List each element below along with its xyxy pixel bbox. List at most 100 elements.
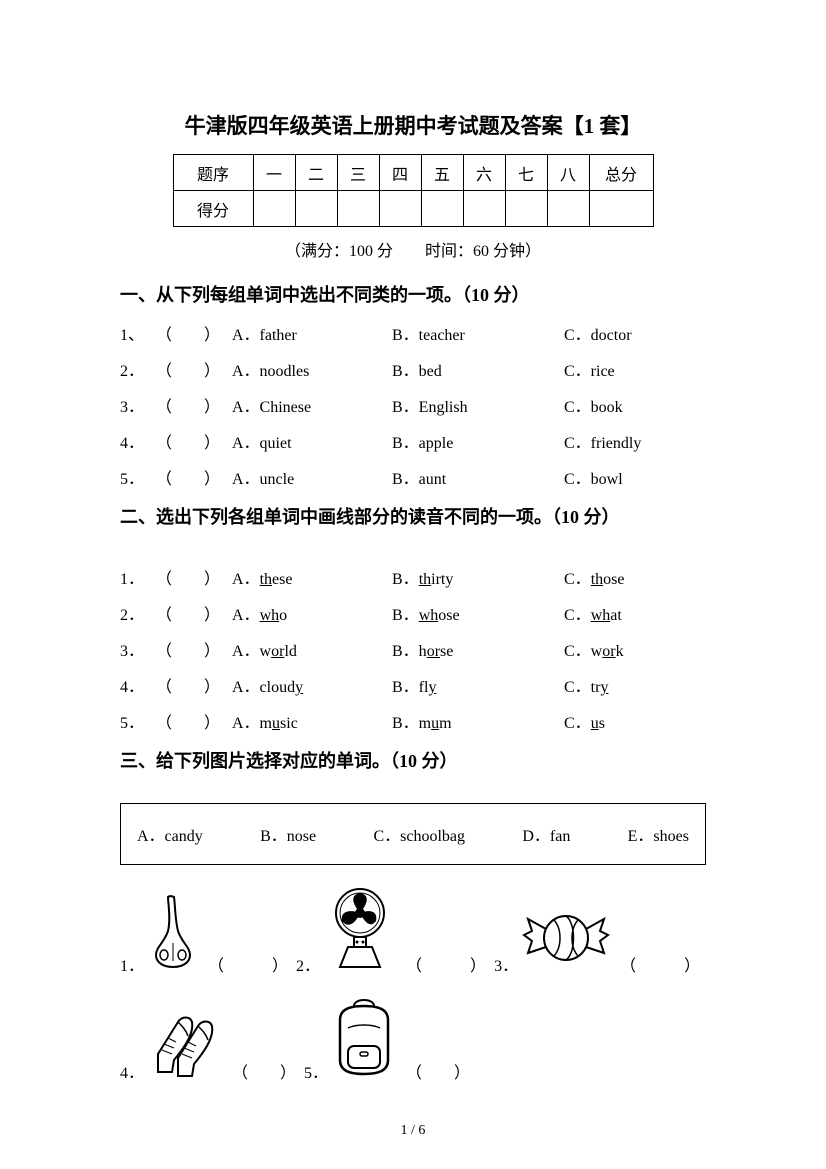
q-number: 3． bbox=[120, 637, 156, 661]
option-b: B．apple bbox=[392, 429, 564, 453]
answer-blank: （ ） bbox=[156, 429, 232, 453]
q-number: 2． bbox=[120, 357, 156, 381]
page-title: 牛津版四年级英语上册期中考试题及答案【1 套】 bbox=[120, 110, 706, 140]
table-cell: 得分 bbox=[173, 191, 253, 227]
option-a: A．father bbox=[232, 321, 392, 345]
table-cell bbox=[337, 191, 379, 227]
table-cell: 四 bbox=[379, 155, 421, 191]
option-c: C．rice bbox=[564, 357, 704, 381]
option-c: C．try bbox=[564, 673, 704, 697]
word-options-box: A．candy B．nose C．schoolbag D．fan E．shoes bbox=[120, 803, 706, 865]
option-c: C．friendly bbox=[564, 429, 704, 453]
option-a: A．noodles bbox=[232, 357, 392, 381]
answer-blank: （ ） bbox=[620, 952, 700, 976]
table-cell bbox=[547, 191, 589, 227]
option-a: A．cloudy bbox=[232, 673, 392, 697]
item-number: 3． bbox=[494, 952, 518, 976]
question-row: 2．（ ）A．noodlesB．bedC．rice bbox=[120, 357, 706, 381]
option-a: A．who bbox=[232, 601, 392, 625]
picture-row-1: 1． （ ） 2． bbox=[120, 885, 706, 976]
option-a: A．quiet bbox=[232, 429, 392, 453]
option-b: B．thirty bbox=[392, 565, 564, 589]
picture-item: 5． （ ） bbox=[304, 992, 478, 1083]
answer-blank: （ ） bbox=[208, 952, 288, 976]
picture-item: 2． （ ） bbox=[296, 885, 494, 976]
answer-blank: （ ） bbox=[156, 357, 232, 381]
fan-icon bbox=[320, 885, 400, 976]
option-e: E．shoes bbox=[628, 822, 689, 846]
option-c: C．book bbox=[564, 393, 704, 417]
option-b: B．horse bbox=[392, 637, 564, 661]
question-row: 1．（ ）A．theseB．thirtyC．those bbox=[120, 565, 706, 589]
q-number: 2． bbox=[120, 601, 156, 625]
section-3-heading: 三、给下列图片选择对应的单词。（10 分） bbox=[120, 747, 706, 773]
answer-blank: （ ） bbox=[232, 1059, 296, 1083]
section-1-heading: 一、从下列每组单词中选出不同类的一项。（10 分） bbox=[120, 281, 706, 307]
question-row: 3．（ ）A．ChineseB．EnglishC．book bbox=[120, 393, 706, 417]
nose-icon bbox=[144, 891, 202, 976]
table-cell: 三 bbox=[337, 155, 379, 191]
option-c: C．schoolbag bbox=[373, 822, 465, 846]
option-a: A．uncle bbox=[232, 465, 392, 489]
option-a: A．music bbox=[232, 709, 392, 733]
q-number: 1． bbox=[120, 565, 156, 589]
option-c: C．those bbox=[564, 565, 704, 589]
table-cell: 二 bbox=[295, 155, 337, 191]
picture-item: 3． （ ） bbox=[494, 905, 708, 976]
option-b: B．teacher bbox=[392, 321, 564, 345]
table-cell: 六 bbox=[463, 155, 505, 191]
table-cell: 八 bbox=[547, 155, 589, 191]
picture-item: 4． （ ） bbox=[120, 1006, 304, 1083]
table-row: 题序 一 二 三 四 五 六 七 八 总分 bbox=[173, 155, 653, 191]
q-number: 1、 bbox=[120, 321, 156, 345]
answer-blank: （ ） bbox=[156, 321, 232, 345]
exam-info: （满分：100 分 时间：60 分钟） bbox=[120, 237, 706, 261]
table-cell bbox=[379, 191, 421, 227]
schoolbag-icon bbox=[328, 992, 400, 1083]
question-row: 4．（ ）A．cloudyB．flyC．try bbox=[120, 673, 706, 697]
candy-icon bbox=[518, 905, 614, 976]
table-cell: 五 bbox=[421, 155, 463, 191]
option-a: A．these bbox=[232, 565, 392, 589]
table-row: 得分 bbox=[173, 191, 653, 227]
shoes-icon bbox=[144, 1006, 226, 1083]
option-c: C．bowl bbox=[564, 465, 704, 489]
table-cell bbox=[253, 191, 295, 227]
q-number: 4． bbox=[120, 673, 156, 697]
option-b: B．aunt bbox=[392, 465, 564, 489]
question-row: 5．（ ）A．musicB．mumC．us bbox=[120, 709, 706, 733]
option-b: B．mum bbox=[392, 709, 564, 733]
answer-blank: （ ） bbox=[406, 1059, 470, 1083]
answer-blank: （ ） bbox=[156, 637, 232, 661]
item-number: 5． bbox=[304, 1059, 328, 1083]
table-cell bbox=[463, 191, 505, 227]
option-b: B．bed bbox=[392, 357, 564, 381]
picture-row-2: 4． （ ） 5． （ ） bbox=[120, 992, 706, 1083]
answer-blank: （ ） bbox=[156, 565, 232, 589]
answer-blank: （ ） bbox=[156, 393, 232, 417]
option-b: B．nose bbox=[260, 822, 316, 846]
q-number: 5． bbox=[120, 465, 156, 489]
q-number: 4． bbox=[120, 429, 156, 453]
answer-blank: （ ） bbox=[156, 709, 232, 733]
option-b: B．fly bbox=[392, 673, 564, 697]
question-row: 3．（ ）A．worldB．horseC．work bbox=[120, 637, 706, 661]
option-a: A．Chinese bbox=[232, 393, 392, 417]
table-cell: 一 bbox=[253, 155, 295, 191]
option-b: B．English bbox=[392, 393, 564, 417]
answer-blank: （ ） bbox=[156, 673, 232, 697]
score-table: 题序 一 二 三 四 五 六 七 八 总分 得分 bbox=[173, 154, 654, 227]
option-c: C．doctor bbox=[564, 321, 704, 345]
picture-item: 1． （ ） bbox=[120, 891, 296, 976]
question-row: 5．（ ）A．uncleB．auntC．bowl bbox=[120, 465, 706, 489]
item-number: 1． bbox=[120, 952, 144, 976]
answer-blank: （ ） bbox=[156, 465, 232, 489]
table-cell bbox=[421, 191, 463, 227]
option-a: A．candy bbox=[137, 822, 203, 846]
question-row: 4．（ ）A．quietB．appleC．friendly bbox=[120, 429, 706, 453]
option-c: C．work bbox=[564, 637, 704, 661]
page-number: 1 / 6 bbox=[0, 1123, 826, 1139]
option-a: A．world bbox=[232, 637, 392, 661]
answer-blank: （ ） bbox=[406, 952, 486, 976]
table-cell: 总分 bbox=[589, 155, 653, 191]
